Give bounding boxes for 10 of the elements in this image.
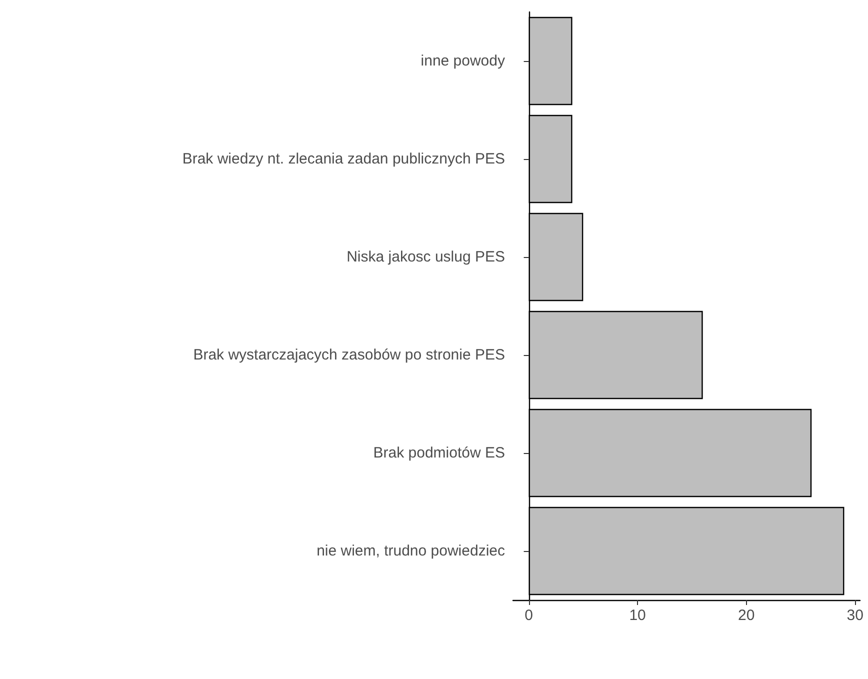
x-tick-label: 10 <box>629 607 646 624</box>
y-tick-label: Brak podmiotów ES <box>373 444 505 462</box>
y-tick-label: Niska jakosc uslug PES <box>346 248 505 266</box>
y-tick-label: nie wiem, trudno powiedziec <box>316 542 506 560</box>
x-tick-label: 0 <box>524 607 533 624</box>
x-tick-label: 20 <box>738 607 755 624</box>
y-tick-label: Brak wiedzy nt. zlecania zadan publicznych PES <box>182 150 505 168</box>
y-tick-label: inne powody <box>420 52 506 70</box>
y-tick-label: Brak wystarczajacych zasobów po stronie PES <box>193 346 505 364</box>
x-tick-label: 30 <box>846 607 864 624</box>
